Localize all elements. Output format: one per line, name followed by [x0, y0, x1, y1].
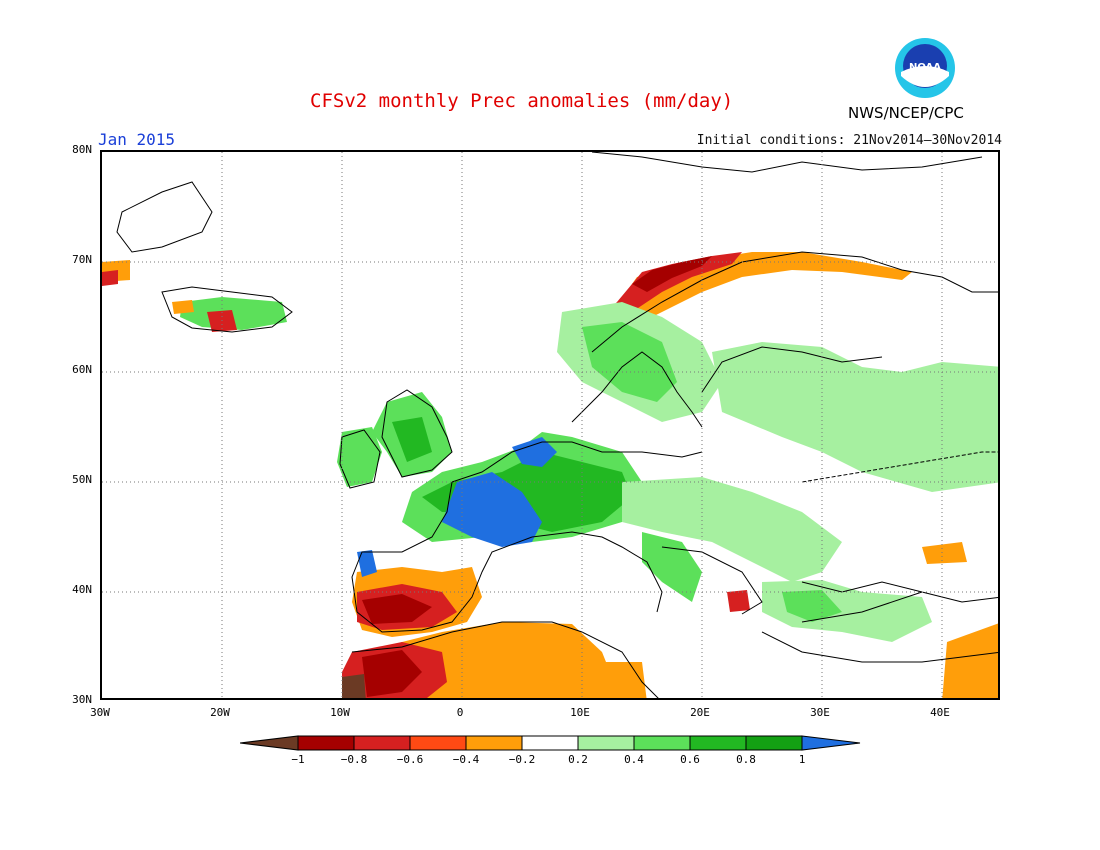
colorbar-arrow-high — [801, 735, 861, 751]
lon-label: 10W — [330, 706, 350, 719]
lon-label: 20W — [210, 706, 230, 719]
lat-label: 40N — [72, 583, 92, 596]
lon-label: 30E — [810, 706, 830, 719]
colorbar-tick-label: −0.2 — [508, 753, 536, 766]
colorbar-tick-label: −0.6 — [396, 753, 424, 766]
colorbar-segment — [577, 735, 635, 751]
colorbar — [239, 734, 862, 756]
lon-label: 30W — [90, 706, 110, 719]
lon-label: 10E — [570, 706, 590, 719]
colorbar-segment — [465, 735, 523, 751]
lon-label: 20E — [690, 706, 710, 719]
colorbar-tick-label: 0.6 — [680, 753, 700, 766]
colorbar-segment — [633, 735, 691, 751]
coastlines — [116, 152, 998, 698]
lat-label: 60N — [72, 363, 92, 376]
colorbar-segment — [353, 735, 411, 751]
colorbar-tick-label: 0.8 — [736, 753, 756, 766]
anomaly-patches — [102, 252, 998, 698]
colorbar-tick-label: −1 — [291, 753, 305, 766]
colorbar-segment — [409, 735, 467, 751]
agency-label: NWS/NCEP/CPC — [848, 104, 964, 122]
colorbar-segment — [297, 735, 355, 751]
chart-title: CFSv2 monthly Prec anomalies (mm/day) — [310, 90, 734, 112]
colorbar-segment — [521, 735, 579, 751]
colorbar-tick-label: 0.4 — [624, 753, 644, 766]
lat-label: 70N — [72, 253, 92, 266]
lat-label: 80N — [72, 143, 92, 156]
colorbar-segment — [745, 735, 803, 751]
noaa-logo-text: NOAA — [909, 62, 941, 73]
anomaly-map — [102, 152, 998, 698]
lat-label: 30N — [72, 693, 92, 706]
map-panel — [100, 150, 1000, 700]
colorbar-tick-label: 0.2 — [568, 753, 588, 766]
colorbar-segment — [689, 735, 747, 751]
colorbar-tick-label: −0.8 — [340, 753, 368, 766]
lon-label: 0 — [456, 706, 464, 719]
colorbar-tick-label: 1 — [798, 753, 806, 766]
initial-conditions: Initial conditions: 21Nov2014—30Nov2014 — [696, 133, 1002, 148]
colorbar-tick-label: −0.4 — [452, 753, 480, 766]
forecast-month: Jan 2015 — [98, 130, 176, 149]
lon-label: 40E — [930, 706, 950, 719]
lat-label: 50N — [72, 473, 92, 486]
colorbar-arrow-low — [239, 735, 299, 751]
noaa-logo-icon: NOAA — [893, 36, 957, 100]
